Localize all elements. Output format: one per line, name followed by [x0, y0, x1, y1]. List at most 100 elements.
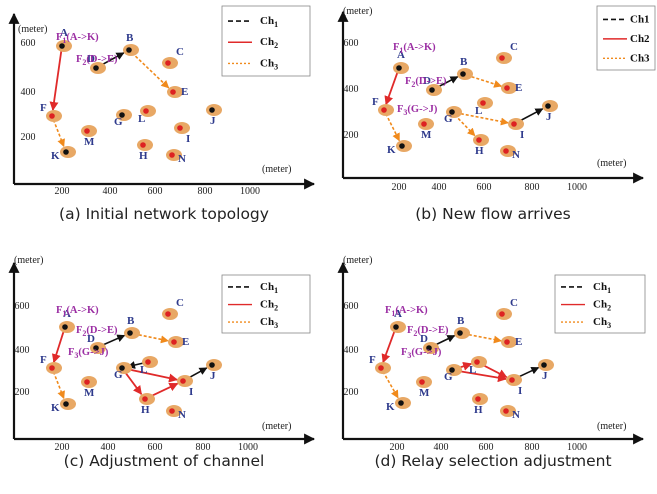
link-A-F: [381, 330, 396, 364]
x-tick-label: 200: [392, 182, 407, 193]
node-label: E: [181, 86, 188, 98]
node-label: H: [141, 404, 150, 416]
x-tick-label: 1000: [240, 186, 260, 197]
node-label: L: [140, 364, 147, 376]
node-label: G: [114, 369, 123, 381]
node-dot: [49, 365, 55, 371]
node-label: C: [510, 297, 518, 309]
node-dot: [119, 365, 125, 371]
caption-b: (b) New flow arrives: [415, 205, 571, 223]
node-label: E: [515, 82, 522, 94]
node-I: I: [177, 375, 193, 398]
node-dot: [127, 330, 133, 336]
node-dot: [449, 109, 455, 115]
node-dot: [457, 330, 463, 336]
link-G-H: [454, 114, 476, 137]
node-K: K: [386, 397, 411, 413]
node-label: A: [397, 49, 405, 61]
node-dot: [93, 345, 99, 351]
node-F: F: [40, 102, 62, 122]
x-tick-label: 200: [390, 442, 405, 453]
panel-b: (meter) (meter) 600 400 200 200 400 600 800 1000 C…: [329, 0, 657, 247]
y-axis-unit: (meter): [14, 255, 43, 266]
node-D: D: [420, 333, 439, 354]
legend-label-ch2: Ch2: [260, 36, 278, 50]
legend-label-ch3: Ch3: [593, 316, 611, 330]
y-tick-label: 200: [344, 387, 359, 398]
y-tick-label: 400: [15, 345, 30, 356]
node-G: G: [444, 364, 462, 383]
node-H: H: [137, 139, 153, 162]
node-dot: [126, 47, 132, 53]
x-tick-label: 600: [148, 442, 163, 453]
node-label: H: [474, 404, 483, 416]
node-dot: [419, 379, 425, 385]
legend-label-ch1: Ch1: [260, 281, 278, 295]
node-label: E: [515, 336, 522, 348]
x-tick-label: 800: [196, 442, 211, 453]
x-tick-label: 600: [479, 442, 494, 453]
node-label: M: [84, 387, 95, 399]
node-dot: [209, 362, 215, 368]
flow-label-3: F3(G->J): [397, 104, 438, 117]
node-A: A: [390, 308, 406, 333]
legend-label-ch1: Ch1: [593, 281, 611, 295]
node-dot: [499, 311, 505, 317]
node-dot: [509, 377, 515, 383]
node-dot: [63, 401, 69, 407]
node-label: L: [469, 364, 476, 376]
flow-label-1: F1(A->K): [56, 32, 99, 45]
y-tick-label: 200: [15, 387, 30, 398]
node-dot: [545, 103, 551, 109]
panel-c: (meter) (meter) 600 400 200 200 400 600 800 1000 C…: [0, 247, 328, 494]
node-A: A: [59, 308, 75, 333]
node-D: D: [87, 53, 106, 74]
node-label: J: [210, 370, 216, 382]
node-F: F: [372, 96, 394, 116]
node-B: B: [457, 56, 473, 80]
topology-diagram-b: (meter) (meter) 600 400 200 200 400 600 800 1000 C…: [337, 5, 656, 193]
node-label: N: [512, 409, 520, 421]
node-M: M: [418, 118, 434, 141]
x-tick-label: 400: [432, 182, 447, 193]
legend-label-ch1: Ch1: [630, 13, 650, 25]
x-tick-label: 800: [198, 186, 213, 197]
node-label: B: [457, 315, 465, 327]
node-C: C: [162, 46, 184, 69]
y-tick-label: 600: [344, 301, 359, 312]
node-J: J: [538, 359, 554, 382]
node-D: D: [87, 333, 106, 354]
node-label: D: [420, 333, 428, 345]
node-dot: [93, 65, 99, 71]
node-dot: [63, 149, 69, 155]
link-B-E: [466, 74, 503, 88]
y-tick-label: 400: [344, 345, 359, 356]
node-label: N: [178, 153, 186, 165]
node-label: B: [126, 32, 134, 44]
node-label: C: [510, 41, 518, 53]
node-dot: [142, 396, 148, 402]
node-D: D: [423, 75, 442, 96]
node-label: F: [40, 102, 47, 114]
y-axis-unit: (meter): [343, 255, 372, 266]
node-E: E: [501, 82, 522, 94]
node-label: F: [369, 354, 376, 366]
node-label: N: [178, 409, 186, 421]
y-tick-label: 600: [15, 301, 30, 312]
node-C: C: [496, 41, 518, 64]
flow-label-2: F2(D->E): [405, 76, 447, 89]
node-label: A: [63, 308, 71, 320]
node-label: K: [51, 150, 60, 162]
node-label: J: [210, 115, 216, 127]
x-tick-label: 1000: [567, 442, 587, 453]
x-tick-label: 400: [103, 186, 118, 197]
legend-label-ch3: Ch3: [260, 316, 278, 330]
node-K: K: [51, 146, 76, 162]
flow-label-1: F1(A->K): [393, 42, 436, 55]
node-dot: [165, 60, 171, 66]
node-F: F: [369, 354, 391, 374]
node-dot: [396, 65, 402, 71]
node-label: I: [520, 129, 524, 141]
legend-label-ch1: Ch1: [260, 15, 278, 29]
node-label: K: [51, 402, 60, 414]
